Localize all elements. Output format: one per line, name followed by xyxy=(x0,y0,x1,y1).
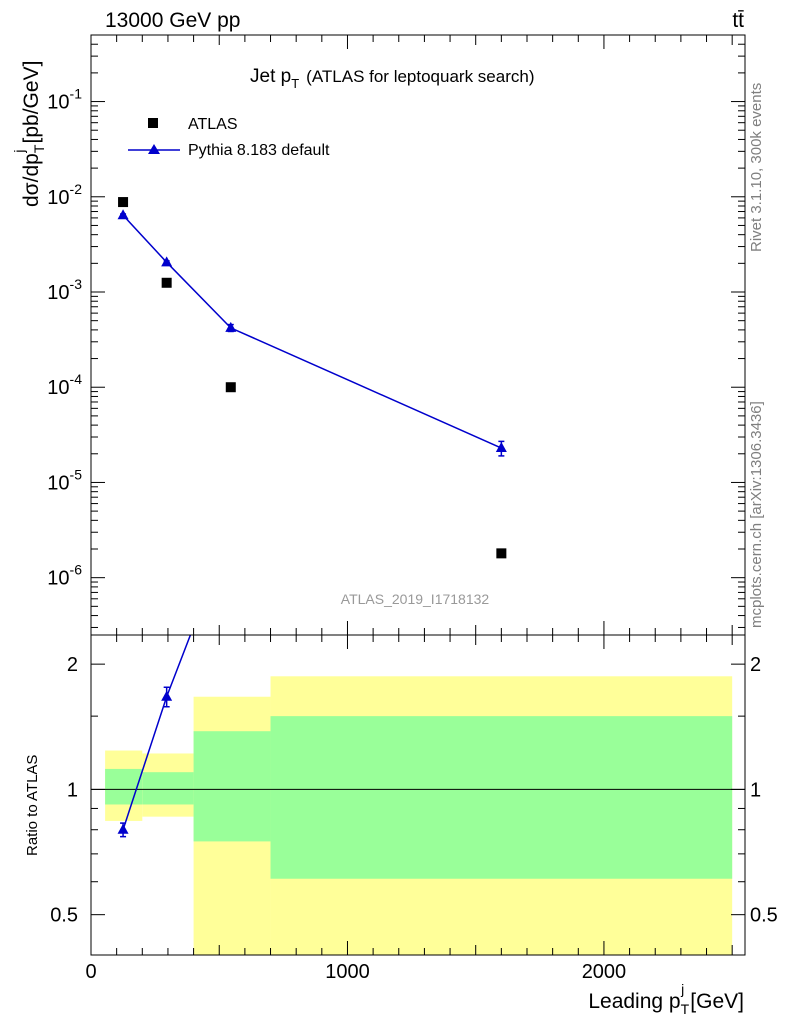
x-label-sup: j xyxy=(680,981,684,997)
x-tick-label: 0 xyxy=(85,961,96,983)
main-title: Jet pT (ATLAS for leptoquark search) xyxy=(250,66,535,91)
main-y-label-sup: j xyxy=(11,149,27,153)
ratio-y-tick-label: 2 xyxy=(67,654,78,676)
atlas-data-point xyxy=(161,277,172,288)
watermark: ATLAS_2019_I1718132 xyxy=(341,591,490,607)
tick-exponent: -1 xyxy=(70,86,83,102)
pythia-data-point xyxy=(117,209,129,220)
ratio-y-tick-label: 0.5 xyxy=(50,905,78,927)
main-y-tick-label: 10-4 xyxy=(47,371,82,399)
main-title-suffix: (ATLAS for leptoquark search) xyxy=(306,67,534,86)
main-y-tick-label: 10-2 xyxy=(47,181,82,209)
ratio-panel: 0.5 0.5 1 1 2 2 0 1000 2000 Ratio to ATLAS Leadi… xyxy=(24,524,778,1017)
main-y-label: dσ/dpTj [pb/GeV] xyxy=(11,61,47,207)
main-y-tick-label: 10-1 xyxy=(47,86,82,114)
x-label-a: Leading p xyxy=(588,990,680,1013)
atlas-data-point xyxy=(225,382,236,393)
legend: ATLAS Pythia 8.183 default xyxy=(128,116,330,159)
tick-exponent: -3 xyxy=(70,276,83,292)
ratio-inner-band xyxy=(105,768,143,805)
ratio-y-tick-label: 1 xyxy=(67,779,78,801)
tick-base: 10 xyxy=(47,472,69,494)
main-y-axis: 10-610-510-410-310-210-1 xyxy=(47,34,745,635)
ratio-y-label: Ratio to ATLAS xyxy=(24,755,41,856)
process-label: tt̄ xyxy=(732,9,744,32)
tick-base: 10 xyxy=(47,377,69,399)
legend-pythia-label: Pythia 8.183 default xyxy=(188,142,330,159)
ratio-inner-band xyxy=(142,772,194,805)
pythia-data-point xyxy=(495,442,507,453)
legend-atlas-marker xyxy=(148,118,158,128)
energy-label: 13000 GeV pp xyxy=(105,9,240,32)
main-title-text: Jet p xyxy=(250,66,291,87)
main-data xyxy=(117,197,507,559)
pythia-line xyxy=(122,214,502,449)
x-label-sub: T xyxy=(681,1001,690,1017)
main-y-label-b: [pb/GeV] xyxy=(20,61,43,144)
tick-exponent: -6 xyxy=(70,562,83,578)
atlas-data-point xyxy=(118,197,129,208)
tick-exponent: -2 xyxy=(70,181,83,197)
tick-base: 10 xyxy=(47,92,69,114)
tick-exponent: -5 xyxy=(70,466,83,482)
tick-base: 10 xyxy=(47,187,69,209)
ratio-data xyxy=(117,524,236,838)
main-y-tick-label: 10-5 xyxy=(47,466,82,494)
ratio-series-group xyxy=(117,524,236,838)
ratio-axes: 0.5 0.5 1 1 2 2 0 1000 2000 xyxy=(50,635,778,983)
tick-base: 10 xyxy=(47,568,69,590)
ratio-bands xyxy=(105,676,733,955)
tick-exponent: -4 xyxy=(70,371,83,387)
main-y-label-a: dσ/dp xyxy=(20,153,43,207)
rivet-label: Rivet 3.1.10, 300k events xyxy=(748,83,765,252)
main-y-label-sub: T xyxy=(31,144,47,153)
ratio-pythia-point xyxy=(161,690,173,701)
mcplots-label: mcplots.cern.ch [arXiv:1306.3436] xyxy=(748,401,765,628)
ratio-inner-band xyxy=(270,716,733,879)
main-title-sub: T xyxy=(291,76,299,91)
tick-base: 10 xyxy=(47,282,69,304)
ratio-inner-band xyxy=(193,731,271,842)
main-y-tick-label: 10-6 xyxy=(47,562,82,590)
main-panel: 10-610-510-410-310-210-1 Jet pT (ATLAS fo… xyxy=(11,34,746,636)
x-tick-label: 2000 xyxy=(582,961,627,983)
legend-pythia-marker xyxy=(148,144,160,154)
ratio-pythia-point xyxy=(117,823,129,834)
atlas-data-point xyxy=(496,548,507,559)
legend-atlas-label: ATLAS xyxy=(188,116,238,133)
ratio-pythia-point xyxy=(225,524,236,534)
ratio-y-tick-label-right: 0.5 xyxy=(750,905,778,927)
pythia-data-point xyxy=(225,321,237,332)
ratio-y-tick-label-right: 1 xyxy=(750,779,761,801)
x-tick-label: 1000 xyxy=(325,961,370,983)
x-axis-label: Leading pTj [GeV] xyxy=(588,981,744,1017)
x-label-b: [GeV] xyxy=(690,990,744,1013)
ratio-y-tick-label-right: 2 xyxy=(750,654,761,676)
main-y-tick-label: 10-3 xyxy=(47,276,82,304)
pythia-data-point xyxy=(161,256,173,267)
ratio-frame xyxy=(90,634,746,956)
